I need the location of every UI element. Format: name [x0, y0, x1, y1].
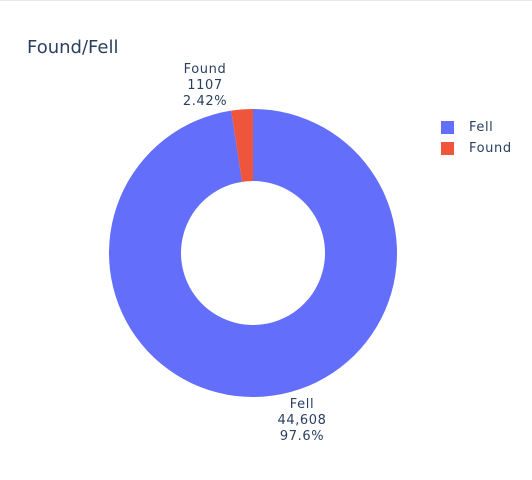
- slice-label-found-percent: 2.42%: [182, 94, 228, 109]
- slice-label-fell-value: 44,608: [277, 413, 327, 428]
- slice-found[interactable]: [231, 109, 253, 182]
- legend-item-found[interactable]: Found: [441, 138, 512, 158]
- legend: Fell Found: [441, 117, 512, 159]
- legend-swatch-fell: [441, 120, 454, 134]
- slice-label-fell-percent: 97.6%: [279, 429, 325, 444]
- legend-swatch-found: [441, 141, 454, 155]
- slice-label-found-name: Found: [183, 62, 227, 77]
- chart-title: Found/Fell: [27, 37, 119, 58]
- legend-label-found: Found: [469, 140, 512, 156]
- legend-item-fell[interactable]: Fell: [441, 117, 512, 137]
- slice-fell[interactable]: [108, 109, 397, 397]
- slice-label-found-value: 1107: [187, 78, 223, 93]
- slice-label-fell: Fell 44,608 97.6%: [277, 397, 326, 445]
- slice-label-found: Found 1107 2.42%: [183, 62, 227, 110]
- legend-label-fell: Fell: [469, 119, 494, 135]
- slice-label-fell-name: Fell: [289, 397, 315, 412]
